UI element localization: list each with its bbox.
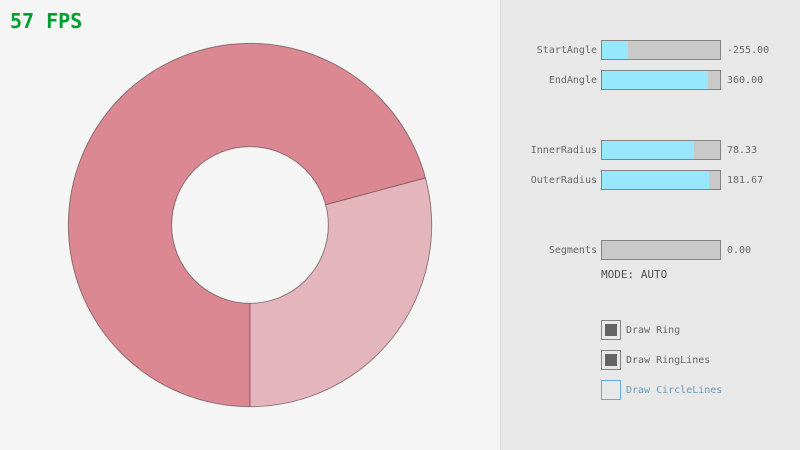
checkbox-label: Draw CircleLines <box>626 384 723 396</box>
segments-slider[interactable] <box>601 240 721 260</box>
outer-radius-slider[interactable] <box>601 170 721 190</box>
ring-radial-line <box>325 177 426 206</box>
end-angle-slider[interactable] <box>601 70 721 90</box>
slider-label: OuterRadius <box>530 175 597 186</box>
slider-value: 360.00 <box>727 75 764 86</box>
draw-circlelines-checkbox[interactable] <box>601 380 621 400</box>
ring-light-segment <box>250 177 432 407</box>
checkbox-label: Draw RingLines <box>626 354 711 366</box>
slider-fill <box>602 41 628 59</box>
slider-label: InnerRadius <box>530 145 597 156</box>
slider-fill <box>602 71 709 89</box>
draw-ringlines-checkbox[interactable] <box>601 350 621 370</box>
ring-outline-outer <box>67 42 433 408</box>
slider-label: StartAngle <box>536 45 597 56</box>
slider-row-segments: Segments 0.00 <box>501 240 800 260</box>
slider-label: Segments <box>548 245 597 256</box>
draw-ring-checkbox[interactable] <box>601 320 621 340</box>
slider-fill <box>602 141 695 159</box>
checkbox-row-draw-circlelines: Draw CircleLines <box>601 380 791 400</box>
start-angle-slider[interactable] <box>601 40 721 60</box>
checkbox-label: Draw Ring <box>626 324 681 336</box>
slider-row-outer-radius: OuterRadius 181.67 <box>501 170 800 190</box>
slider-fill <box>602 171 710 189</box>
control-panel: StartAngle -255.00 EndAngle 360.00 Inner… <box>500 0 800 450</box>
slider-row-end-angle: EndAngle 360.00 <box>501 70 800 90</box>
slider-label: EndAngle <box>548 75 597 86</box>
ring-outline-inner <box>171 146 329 304</box>
mode-label: MODE: AUTO <box>601 268 668 281</box>
inner-radius-slider[interactable] <box>601 140 721 160</box>
slider-row-inner-radius: InnerRadius 78.33 <box>501 140 800 160</box>
fps-counter: 57 FPS <box>10 9 83 33</box>
slider-row-start-angle: StartAngle -255.00 <box>501 40 800 60</box>
checkbox-row-draw-ringlines: Draw RingLines <box>601 350 791 370</box>
checkbox-row-draw-ring: Draw Ring <box>601 320 791 340</box>
slider-value: 78.33 <box>727 145 758 156</box>
slider-value: 181.67 <box>727 175 764 186</box>
slider-value: 0.00 <box>727 245 752 256</box>
slider-value: -255.00 <box>727 45 770 56</box>
